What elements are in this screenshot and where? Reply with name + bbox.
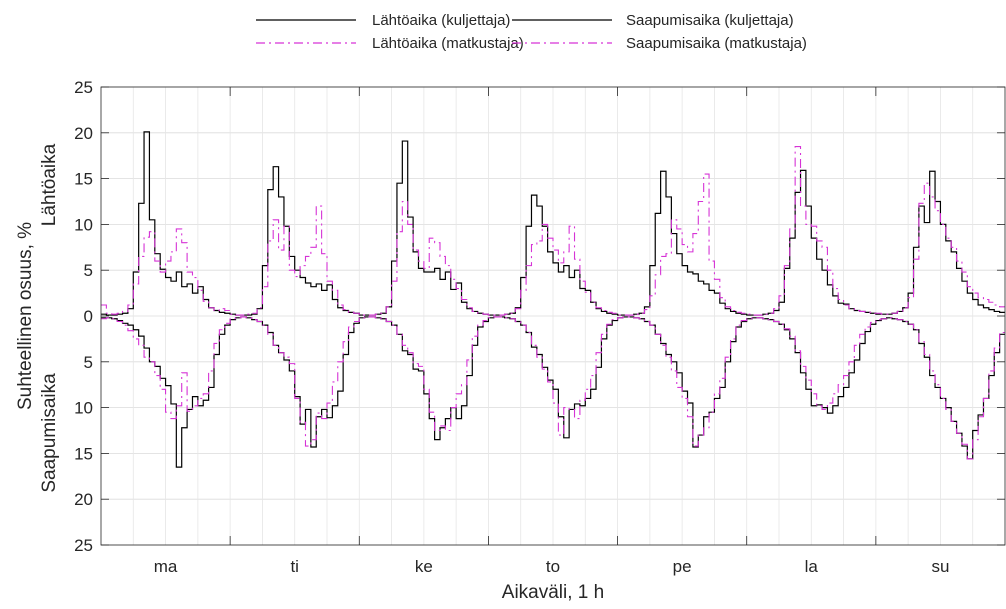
- y-tick-label: 15: [74, 444, 93, 463]
- legend-label-saapumisaika-matkustaja: Saapumisaika (matkustaja): [626, 35, 807, 52]
- x-tick-label-ti: ti: [290, 557, 299, 576]
- y-tick-label: 0: [84, 307, 93, 326]
- y-axis-label-upper: Lähtöaika: [39, 143, 60, 226]
- x-tick-label-to: to: [546, 557, 560, 576]
- y-tick-label: 10: [74, 399, 93, 418]
- y-tick-label: 15: [74, 170, 93, 189]
- y-tick-label: 20: [74, 490, 93, 509]
- x-tick-label-la: la: [805, 557, 819, 576]
- series-line-1: [101, 316, 1005, 468]
- legend-label-lahtoaika-kuljettaja: Lähtöaika (kuljettaja): [372, 12, 510, 29]
- legend-label-saapumisaika-kuljettaja: Saapumisaika (kuljettaja): [626, 12, 794, 29]
- plot-frame: [100, 86, 1006, 546]
- y-tick-label: 25: [74, 536, 93, 555]
- x-tick-label-su: su: [931, 557, 949, 576]
- x-axis-label: Aikaväli, 1 h: [502, 582, 604, 603]
- x-tick-label-ke: ke: [415, 557, 433, 576]
- y-axis-label-lower: Saapumisaika: [39, 373, 60, 493]
- y-tick-label: 5: [84, 261, 93, 280]
- plot-series: [101, 131, 1005, 468]
- x-tick-labels: ma ti ke to pe la su: [154, 557, 950, 576]
- y-tick-label: 25: [74, 78, 93, 97]
- y-tick-label: 5: [84, 353, 93, 372]
- legend: Lähtöaika (kuljettaja) Saapumisaika (kul…: [256, 12, 807, 52]
- y-tick-label: 20: [74, 124, 93, 143]
- legend-label-lahtoaika-matkustaja: Lähtöaika (matkustaja): [372, 35, 524, 52]
- series-line-3: [101, 316, 1005, 460]
- x-tick-label-ma: ma: [154, 557, 178, 576]
- gridlines: [101, 86, 1005, 546]
- y-tick-labels: 25 20 15 10 5 0 5 10 15 20 25: [74, 78, 93, 555]
- x-tick-label-pe: pe: [673, 557, 692, 576]
- y-axis-label: Suhteellinen osuus, %: [15, 222, 36, 410]
- y-tick-label: 10: [74, 215, 93, 234]
